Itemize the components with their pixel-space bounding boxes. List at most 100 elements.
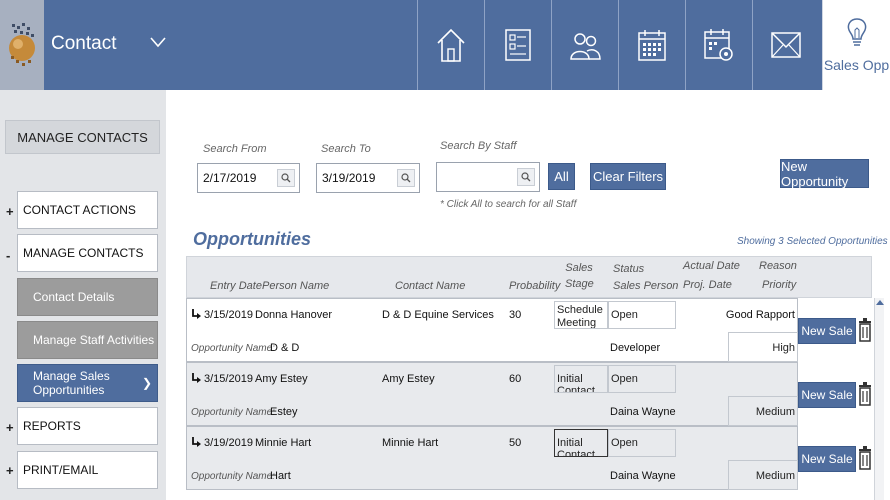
col-probability: Probability: [509, 280, 561, 292]
probability: 60: [509, 373, 522, 385]
priority: Medium: [728, 396, 798, 426]
row-arrow-icon[interactable]: [191, 372, 202, 385]
sidebar-item-label: MANAGE CONTACTS: [23, 246, 144, 260]
nav-sales-opp-label: Sales Opp: [823, 57, 890, 73]
contact-name: D & D Equine Services: [382, 309, 494, 321]
contact-card-icon: [505, 29, 531, 61]
probability: 30: [509, 309, 522, 321]
scroll-up-icon[interactable]: [876, 300, 884, 305]
sidebar-item-label: PRINT/EMAIL: [23, 463, 99, 477]
sidebar-sub-label: Contact Details: [33, 290, 115, 304]
sidebar: MANAGE CONTACTS + CONTACT ACTIONS - MANA…: [0, 90, 166, 500]
sidebar-item-manage-contacts[interactable]: MANAGE CONTACTS: [17, 234, 158, 272]
search-staff-input[interactable]: [436, 162, 540, 192]
opportunities-grid: Entry Date Person Name Contact Name Prob…: [186, 256, 872, 500]
calendar-icon: [638, 30, 666, 61]
status: Open: [608, 365, 676, 393]
new-opportunity-button[interactable]: New Opportunity: [780, 159, 869, 189]
grid-scrollbar[interactable]: [874, 298, 884, 500]
nav-people[interactable]: [551, 0, 618, 90]
search-staff-search-icon[interactable]: [517, 168, 535, 186]
search-to-value: 3/19/2019: [322, 171, 376, 185]
status: Open: [608, 301, 676, 329]
opportunity-name: D & D: [270, 342, 300, 354]
trash-icon[interactable]: [858, 318, 872, 342]
collapse-manage-contacts-icon[interactable]: -: [6, 248, 11, 263]
nav-calendar-settings[interactable]: [685, 0, 752, 90]
sidebar-sub-manage-sales-opportunities[interactable]: Manage Sales Opportunities ❯: [17, 364, 158, 402]
person-name: Minnie Hart: [255, 437, 312, 449]
all-staff-hint: * Click All to search for all Staff: [440, 199, 577, 210]
contact-name: Amy Estey: [382, 373, 435, 385]
nav-home[interactable]: [417, 0, 484, 90]
search-from-input[interactable]: 2/17/2019: [197, 163, 300, 193]
expand-print-email-icon[interactable]: +: [6, 463, 14, 478]
opportunity-name: Estey: [270, 406, 298, 418]
table-row[interactable]: 3/19/2019 Minnie Hart Minnie Hart 50 Ini…: [186, 426, 798, 490]
person-name: Amy Estey: [255, 373, 308, 385]
nav-contacts[interactable]: [484, 0, 551, 90]
globe-logo-icon: [9, 23, 35, 66]
search-from-search-icon[interactable]: [277, 169, 295, 187]
sales-person: Developer: [610, 342, 661, 354]
expand-reports-icon[interactable]: +: [6, 420, 14, 435]
sidebar-item-contact-actions[interactable]: CONTACT ACTIONS: [17, 191, 158, 229]
search-to-search-icon[interactable]: [397, 169, 415, 187]
all-staff-button[interactable]: All: [548, 163, 575, 190]
opportunity-name-label: Opportunity Name:: [191, 343, 275, 354]
nav-sales-opp[interactable]: Sales Opp: [822, 0, 890, 90]
sidebar-sub-label: Manage Sales Opportunities: [33, 369, 110, 397]
entry-date: 3/15/2019: [204, 309, 253, 321]
person-name: Donna Hanover: [255, 309, 333, 321]
sales-stage: Initial Contact: [554, 365, 608, 393]
col-reason: Reason: [759, 260, 797, 272]
app-title: Contact: [51, 33, 117, 54]
new-sale-button[interactable]: New Sale: [798, 318, 856, 344]
sidebar-sub-contact-details[interactable]: Contact Details: [17, 278, 158, 316]
col-proj-date: Proj. Date: [683, 279, 732, 291]
priority: High: [728, 332, 798, 362]
col-sales-person: Sales Person: [613, 280, 679, 292]
search-from-value: 2/17/2019: [203, 171, 257, 185]
priority: Medium: [728, 460, 798, 490]
col-contact-name: Contact Name: [395, 280, 466, 292]
showing-count: Showing 3 Selected Opportunities: [737, 236, 888, 247]
trash-icon[interactable]: [858, 382, 872, 406]
chevron-right-icon: ❯: [141, 376, 152, 390]
sales-stage: Initial Contact: [554, 429, 608, 457]
people-icon: [570, 33, 601, 60]
search-to-input[interactable]: 3/19/2019: [316, 163, 420, 193]
search-from-label: Search From: [203, 143, 267, 155]
entry-date: 3/15/2019: [204, 373, 253, 385]
column-headers: Entry Date Person Name Contact Name Prob…: [186, 256, 872, 298]
new-sale-button[interactable]: New Sale: [798, 382, 856, 408]
clear-filters-button[interactable]: Clear Filters: [590, 163, 666, 190]
sidebar-sub-label: Manage Staff Activities: [33, 333, 155, 347]
nav-mail[interactable]: [752, 0, 819, 90]
sidebar-sub-manage-staff-activities[interactable]: Manage Staff Activities: [17, 321, 158, 359]
sales-person: Daina Wayne: [610, 406, 676, 418]
sidebar-item-label: CONTACT ACTIONS: [23, 203, 136, 217]
row-arrow-icon[interactable]: [191, 308, 202, 321]
trash-icon[interactable]: [858, 446, 872, 470]
expand-contact-actions-icon[interactable]: +: [6, 204, 14, 219]
contact-name: Minnie Hart: [382, 437, 439, 449]
app-header: Contact: [0, 0, 890, 90]
sidebar-heading: MANAGE CONTACTS: [5, 120, 160, 154]
sales-stage: Schedule Meeting: [554, 301, 608, 329]
table-row[interactable]: 3/15/2019 Donna Hanover D & D Equine Ser…: [186, 298, 798, 362]
nav-calendar[interactable]: [618, 0, 685, 90]
sidebar-item-print-email[interactable]: PRINT/EMAIL: [17, 451, 158, 489]
logo: [0, 0, 44, 90]
row-arrow-icon[interactable]: [191, 436, 202, 449]
sidebar-item-reports[interactable]: REPORTS: [17, 407, 158, 445]
mail-icon: [771, 32, 801, 58]
sales-person: Daina Wayne: [610, 470, 676, 482]
chevron-down-icon[interactable]: [148, 32, 168, 52]
table-row[interactable]: 3/15/2019 Amy Estey Amy Estey 60 Initial…: [186, 362, 798, 426]
new-sale-button[interactable]: New Sale: [798, 446, 856, 472]
calendar-settings-icon: [704, 29, 733, 61]
probability: 50: [509, 437, 522, 449]
search-to-label: Search To: [321, 143, 371, 155]
search-staff-label: Search By Staff: [440, 140, 517, 152]
